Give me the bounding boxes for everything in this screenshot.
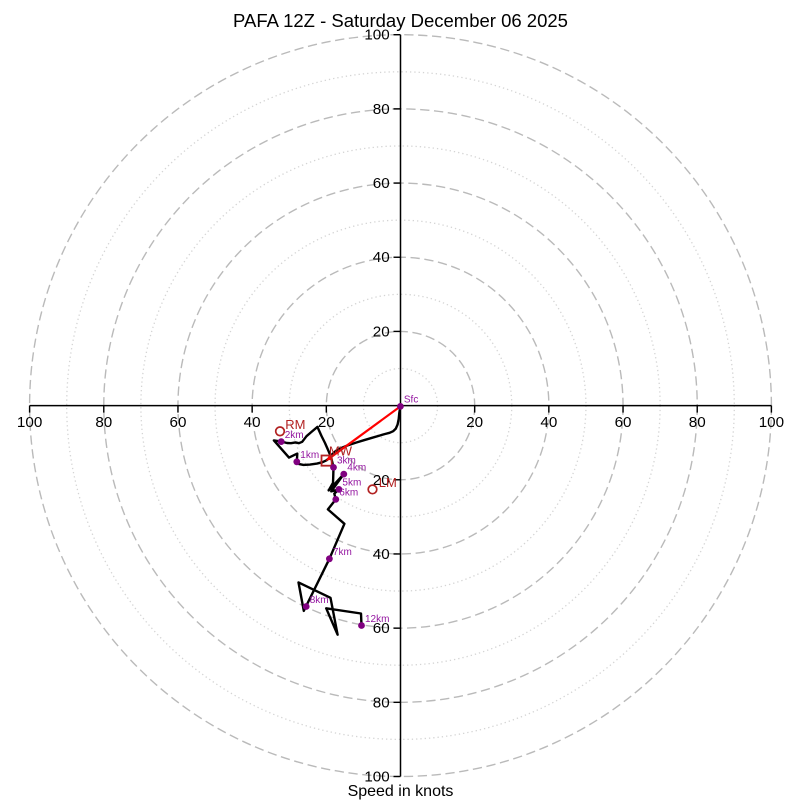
svg-text:80: 80 bbox=[373, 694, 390, 711]
svg-text:MW: MW bbox=[329, 443, 353, 458]
svg-text:RM: RM bbox=[285, 417, 305, 432]
svg-text:60: 60 bbox=[373, 620, 390, 637]
svg-text:100: 100 bbox=[364, 769, 389, 786]
svg-text:80: 80 bbox=[689, 414, 706, 431]
svg-text:40: 40 bbox=[373, 249, 390, 266]
svg-text:20: 20 bbox=[318, 414, 335, 431]
svg-text:40: 40 bbox=[373, 546, 390, 563]
svg-text:4km: 4km bbox=[347, 462, 366, 473]
svg-text:60: 60 bbox=[170, 414, 187, 431]
svg-text:60: 60 bbox=[615, 414, 632, 431]
svg-text:20: 20 bbox=[373, 323, 390, 340]
svg-text:20: 20 bbox=[373, 472, 390, 489]
svg-text:6km: 6km bbox=[339, 488, 358, 499]
svg-text:12km: 12km bbox=[365, 614, 389, 625]
svg-text:80: 80 bbox=[373, 101, 390, 118]
svg-text:100: 100 bbox=[364, 27, 389, 44]
svg-text:40: 40 bbox=[244, 414, 261, 431]
svg-text:7km: 7km bbox=[333, 547, 352, 558]
svg-text:8km: 8km bbox=[310, 595, 329, 606]
svg-text:20: 20 bbox=[466, 414, 483, 431]
svg-text:Sfc: Sfc bbox=[404, 395, 418, 406]
svg-text:2km: 2km bbox=[285, 430, 304, 441]
svg-text:PAFA 12Z - Saturday December 0: PAFA 12Z - Saturday December 06 2025 bbox=[233, 10, 568, 31]
svg-text:60: 60 bbox=[373, 175, 390, 192]
svg-text:100: 100 bbox=[17, 414, 42, 431]
svg-text:5km: 5km bbox=[342, 478, 361, 489]
svg-text:Speed in knots: Speed in knots bbox=[348, 783, 454, 800]
svg-text:3km: 3km bbox=[337, 456, 356, 467]
svg-text:80: 80 bbox=[95, 414, 112, 431]
svg-text:100: 100 bbox=[759, 414, 784, 431]
svg-text:40: 40 bbox=[540, 414, 557, 431]
svg-text:1km: 1km bbox=[300, 450, 319, 461]
svg-text:LM: LM bbox=[379, 475, 397, 490]
